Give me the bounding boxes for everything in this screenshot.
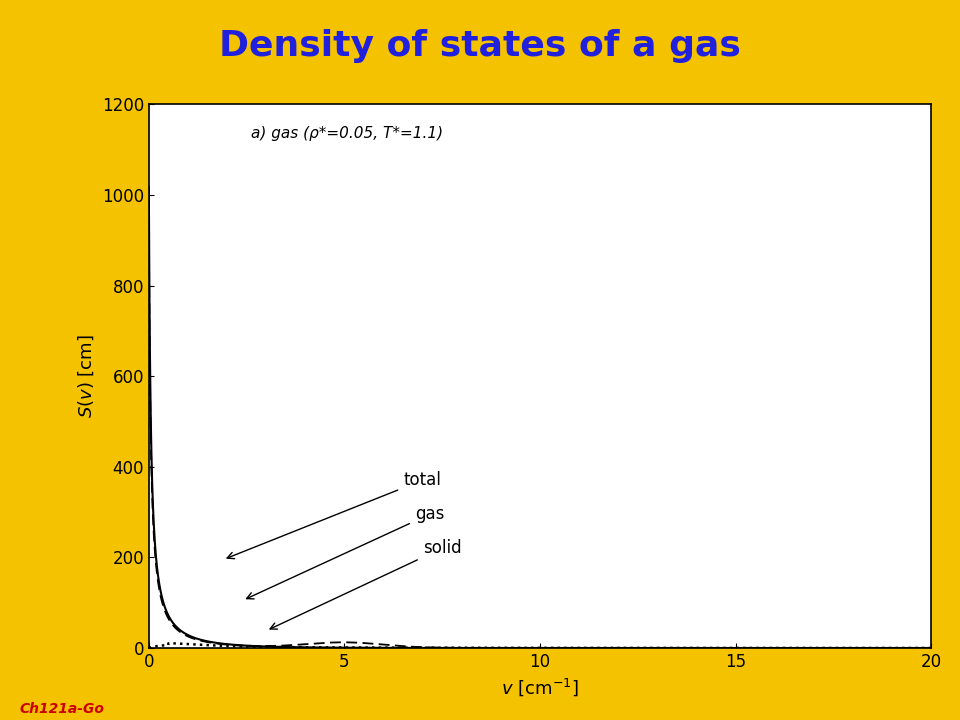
Text: gas: gas bbox=[247, 505, 444, 599]
Y-axis label: $S(v)$ [cm]: $S(v)$ [cm] bbox=[77, 334, 96, 418]
Text: total: total bbox=[228, 472, 441, 559]
Text: Ch121a-Go: Ch121a-Go bbox=[19, 702, 104, 716]
X-axis label: $v$ [cm$^{-1}$]: $v$ [cm$^{-1}$] bbox=[501, 676, 579, 698]
Text: Density of states of a gas: Density of states of a gas bbox=[219, 29, 741, 63]
Text: a) gas (ρ*=0.05, T*=1.1): a) gas (ρ*=0.05, T*=1.1) bbox=[251, 126, 443, 141]
Text: solid: solid bbox=[270, 539, 461, 629]
